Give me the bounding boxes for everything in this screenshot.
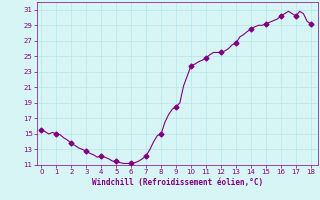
X-axis label: Windchill (Refroidissement éolien,°C): Windchill (Refroidissement éolien,°C) bbox=[92, 178, 263, 187]
